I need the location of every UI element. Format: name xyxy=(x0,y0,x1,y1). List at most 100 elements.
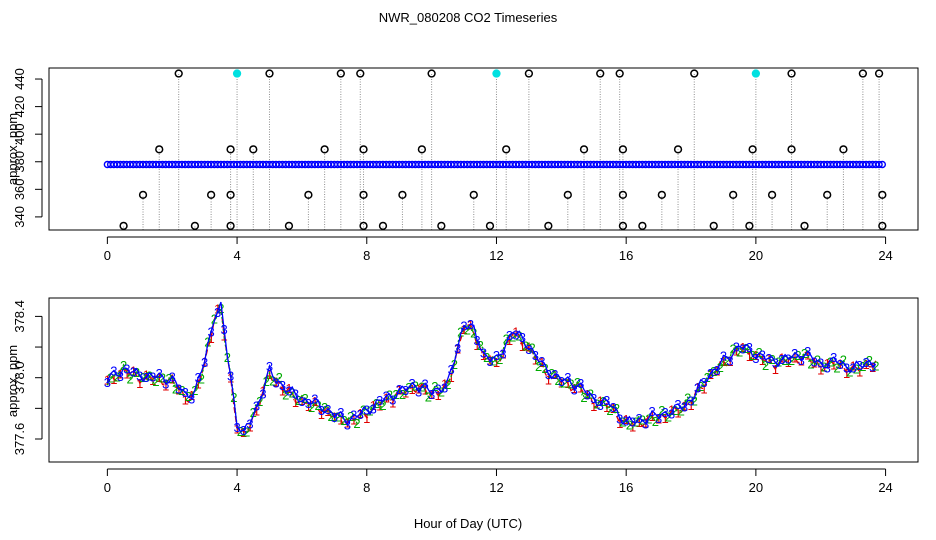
series-marker: 3 xyxy=(370,401,377,416)
outlier-point xyxy=(690,69,699,78)
series-marker: 1 xyxy=(525,340,532,355)
series-marker: 2 xyxy=(360,403,367,418)
outlier-point xyxy=(874,69,884,78)
series-marker: 3 xyxy=(422,376,429,391)
series-marker: 3 xyxy=(305,396,312,411)
outlier-point xyxy=(839,145,848,154)
series-marker: 3 xyxy=(441,380,448,395)
series-marker: 3 xyxy=(175,382,182,397)
series-marker: 1 xyxy=(863,357,870,372)
chart-title: NWR_080208 CO2 Timeseries xyxy=(379,10,558,25)
series-marker: 1 xyxy=(636,415,643,430)
series-marker: 1 xyxy=(558,375,565,390)
series-marker: 3 xyxy=(162,377,169,392)
series-marker: 3 xyxy=(130,364,137,379)
panel-2-frame xyxy=(48,297,919,463)
series-marker: 2 xyxy=(464,322,471,337)
series-marker: 1 xyxy=(409,382,416,397)
series-marker: 3 xyxy=(661,405,668,420)
series-marker: 1 xyxy=(441,376,448,391)
series-marker: 1 xyxy=(318,407,325,422)
series-marker: 2 xyxy=(723,353,730,368)
series-marker: 1 xyxy=(285,381,292,396)
series-marker: 2 xyxy=(269,373,276,388)
series-marker: 2 xyxy=(781,353,788,368)
outlier-point xyxy=(485,221,495,231)
series-marker: 3 xyxy=(759,348,766,363)
x-tick-label: 12 xyxy=(489,248,503,263)
series-marker: 2 xyxy=(178,383,185,398)
series-marker: 3 xyxy=(402,383,409,398)
series-marker: 1 xyxy=(739,340,746,355)
y-axis-label-1: approx. ppm xyxy=(5,113,20,185)
outlier-point xyxy=(226,145,235,154)
series-marker: 2 xyxy=(574,375,581,390)
series-marker: 3 xyxy=(765,351,772,366)
series-marker: 3 xyxy=(486,354,493,369)
series-marker: 2 xyxy=(276,370,283,385)
series-marker: 3 xyxy=(467,317,474,332)
series-marker: 1 xyxy=(791,350,798,365)
series-marker: 2 xyxy=(704,370,711,385)
series-marker: 2 xyxy=(451,357,458,372)
series-marker: 1 xyxy=(804,348,811,363)
series-marker: 2 xyxy=(600,394,607,409)
series-marker: 3 xyxy=(850,361,857,376)
series-marker: 3 xyxy=(856,358,863,373)
outlier-point xyxy=(618,145,628,154)
series-marker: 2 xyxy=(710,364,717,379)
series-marker: 2 xyxy=(658,403,665,418)
series-marker: 3 xyxy=(350,408,357,423)
series-marker: 3 xyxy=(240,423,247,438)
series-marker: 1 xyxy=(149,373,156,388)
series-marker: 1 xyxy=(344,415,351,430)
outlier-point xyxy=(748,145,757,154)
series-marker: 3 xyxy=(233,420,240,435)
series-marker: 2 xyxy=(289,386,296,401)
series-marker: 3 xyxy=(785,351,792,366)
series-marker: 1 xyxy=(512,325,519,340)
series-marker: 1 xyxy=(590,399,597,414)
series-marker: 1 xyxy=(733,344,740,359)
series-marker: 2 xyxy=(340,413,347,428)
flagged-point xyxy=(232,69,242,78)
series-marker: 3 xyxy=(577,376,584,391)
series-marker: 2 xyxy=(477,338,484,353)
series-marker: 3 xyxy=(324,402,331,417)
series-marker: 1 xyxy=(162,379,169,394)
series-marker: 2 xyxy=(717,360,724,375)
series-marker: 1 xyxy=(532,352,539,367)
y-axis-1: 340 360 380 400 420 440 xyxy=(12,68,43,228)
outlier-point xyxy=(767,190,777,199)
series-marker: 2 xyxy=(431,379,438,394)
series-marker: 3 xyxy=(648,404,655,419)
series-marker: 1 xyxy=(246,419,253,434)
series-marker: 2 xyxy=(768,352,775,367)
outlier-point xyxy=(359,221,368,231)
series-marker: 2 xyxy=(172,381,179,396)
x-tick-label: 8 xyxy=(363,248,370,263)
series-marker: 3 xyxy=(545,367,552,382)
outlier-point xyxy=(417,145,427,154)
series-marker: 3 xyxy=(259,387,266,402)
outlier-point xyxy=(729,190,738,199)
series-marker: 2 xyxy=(678,403,685,418)
series-marker: 3 xyxy=(863,355,870,370)
series-marker: 2 xyxy=(152,374,159,389)
series-marker: 3 xyxy=(791,346,798,361)
x-tick-label: 12 xyxy=(489,480,503,495)
series-marker: 2 xyxy=(282,388,289,403)
series-marker: 2 xyxy=(373,396,380,411)
outlier-point xyxy=(745,221,754,231)
series-marker: 2 xyxy=(392,387,399,402)
x-tick-label: 24 xyxy=(878,248,892,263)
series-marker: 2 xyxy=(541,361,548,376)
outlier-point xyxy=(502,145,511,154)
series-marker: 3 xyxy=(292,387,299,402)
series-marker: 2 xyxy=(107,370,114,385)
series-marker: 2 xyxy=(872,359,879,374)
outlier-point xyxy=(226,190,235,199)
baseline-point xyxy=(875,160,883,169)
series-marker: 2 xyxy=(315,398,322,413)
